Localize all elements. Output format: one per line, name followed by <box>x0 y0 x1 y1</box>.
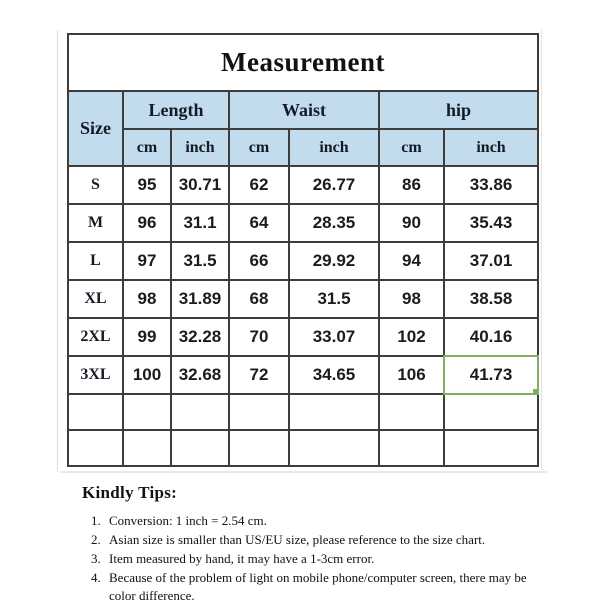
kindly-tips-section: Kindly Tips: Conversion: 1 inch = 2.54 c… <box>82 483 554 600</box>
table-row-3xl: 3XL 100 32.68 72 34.65 106 41.73 <box>67 355 540 395</box>
empty-table-row <box>67 429 540 467</box>
table-cell: 28.35 <box>288 203 380 243</box>
table-cell: 29.92 <box>288 241 380 281</box>
size-label: XL <box>67 279 124 319</box>
table-cell: 40.16 <box>442 317 540 357</box>
measurement-table: Measurement Size Length Waist hip cm inc… <box>66 33 540 467</box>
empty-cell <box>170 429 230 467</box>
empty-cell <box>442 429 540 467</box>
table-cell: 66 <box>228 241 290 281</box>
table-cell: 37.01 <box>442 241 540 281</box>
table-cell: 100 <box>122 355 172 395</box>
table-cell: 106 <box>378 355 445 395</box>
tip-item: Because of the problem of light on mobil… <box>104 569 554 600</box>
table-cell: 98 <box>122 279 172 319</box>
column-group-hip: hip <box>377 90 540 130</box>
table-row-s: S 95 30.71 62 26.77 86 33.86 <box>67 165 540 205</box>
table-cell: 33.07 <box>288 317 380 357</box>
tips-list: Conversion: 1 inch = 2.54 cm. Asian size… <box>82 512 554 600</box>
table-cell: 34.65 <box>288 355 380 395</box>
table-cell: 86 <box>378 165 445 205</box>
empty-cell <box>288 393 380 431</box>
fill-handle[interactable] <box>532 388 537 392</box>
table-cell: 97 <box>122 241 172 281</box>
table-cell: 26.77 <box>288 165 380 205</box>
column-group-length: Length <box>122 90 230 130</box>
empty-cell <box>228 393 290 431</box>
table-cell: 70 <box>228 317 290 357</box>
table-cell: 96 <box>122 203 172 243</box>
empty-cell <box>378 429 445 467</box>
size-label: 2XL <box>67 317 124 357</box>
table-cell: 68 <box>228 279 290 319</box>
size-label: M <box>67 203 124 243</box>
table-cell: 32.68 <box>170 355 230 395</box>
unit-header-length-inch: inch <box>170 128 230 167</box>
empty-cell <box>67 429 124 467</box>
table-cell: 98 <box>378 279 445 319</box>
sheet-edge-line-bottom <box>60 471 547 473</box>
table-title: Measurement <box>66 33 540 92</box>
unit-header-hip-inch: inch <box>442 128 540 167</box>
table-cell: 38.58 <box>442 279 540 319</box>
table-cell: 35.43 <box>442 203 540 243</box>
table-cell: 30.71 <box>170 165 230 205</box>
table-cell: 33.86 <box>442 165 540 205</box>
table-cell: 94 <box>378 241 445 281</box>
tip-item: Conversion: 1 inch = 2.54 cm. <box>104 512 554 531</box>
empty-cell <box>170 393 230 431</box>
tip-item: Asian size is smaller than US/EU size, p… <box>104 531 554 550</box>
empty-cell <box>122 393 172 431</box>
table-row-xl: XL 98 31.89 68 31.5 98 38.58 <box>67 279 540 319</box>
table-cell: 31.5 <box>170 241 230 281</box>
table-cell: 32.28 <box>170 317 230 357</box>
empty-cell <box>122 429 172 467</box>
unit-header-length-cm: cm <box>122 128 172 167</box>
empty-cell <box>378 393 445 431</box>
empty-cell <box>442 393 540 431</box>
table-row-l: L 97 31.5 66 29.92 94 37.01 <box>67 241 540 281</box>
table-cell: 64 <box>228 203 290 243</box>
size-label: 3XL <box>67 355 124 395</box>
tips-heading: Kindly Tips: <box>82 483 178 502</box>
unit-header-waist-cm: cm <box>228 128 290 167</box>
table-cell: 72 <box>228 355 290 395</box>
table-cell: 99 <box>122 317 172 357</box>
sheet-edge-line-right <box>541 30 542 470</box>
table-cell: 31.89 <box>170 279 230 319</box>
size-label: L <box>67 241 124 281</box>
size-chart: Measurement Size Length Waist hip cm inc… <box>66 33 540 467</box>
empty-cell <box>288 429 380 467</box>
column-header-size: Size <box>67 90 124 167</box>
size-label: S <box>67 165 124 205</box>
table-row-2xl: 2XL 99 32.28 70 33.07 102 40.16 <box>67 317 540 357</box>
unit-header-waist-inch: inch <box>288 128 380 167</box>
empty-cell <box>228 429 290 467</box>
table-cell: 102 <box>378 317 445 357</box>
empty-table-row <box>67 393 540 431</box>
empty-cell <box>67 393 124 431</box>
table-row-m: M 96 31.1 64 28.35 90 35.43 <box>67 203 540 243</box>
table-cell: 95 <box>122 165 172 205</box>
table-cell: 90 <box>378 203 445 243</box>
tip-item: Item measured by hand, it may have a 1-3… <box>104 550 554 569</box>
sheet-edge-line-left <box>57 30 58 472</box>
table-cell: 62 <box>228 165 290 205</box>
selected-cell[interactable]: 41.73 <box>442 355 540 395</box>
table-cell: 31.5 <box>288 279 380 319</box>
table-cell: 31.1 <box>170 203 230 243</box>
column-group-waist: Waist <box>228 90 380 130</box>
unit-header-hip-cm: cm <box>378 128 445 167</box>
